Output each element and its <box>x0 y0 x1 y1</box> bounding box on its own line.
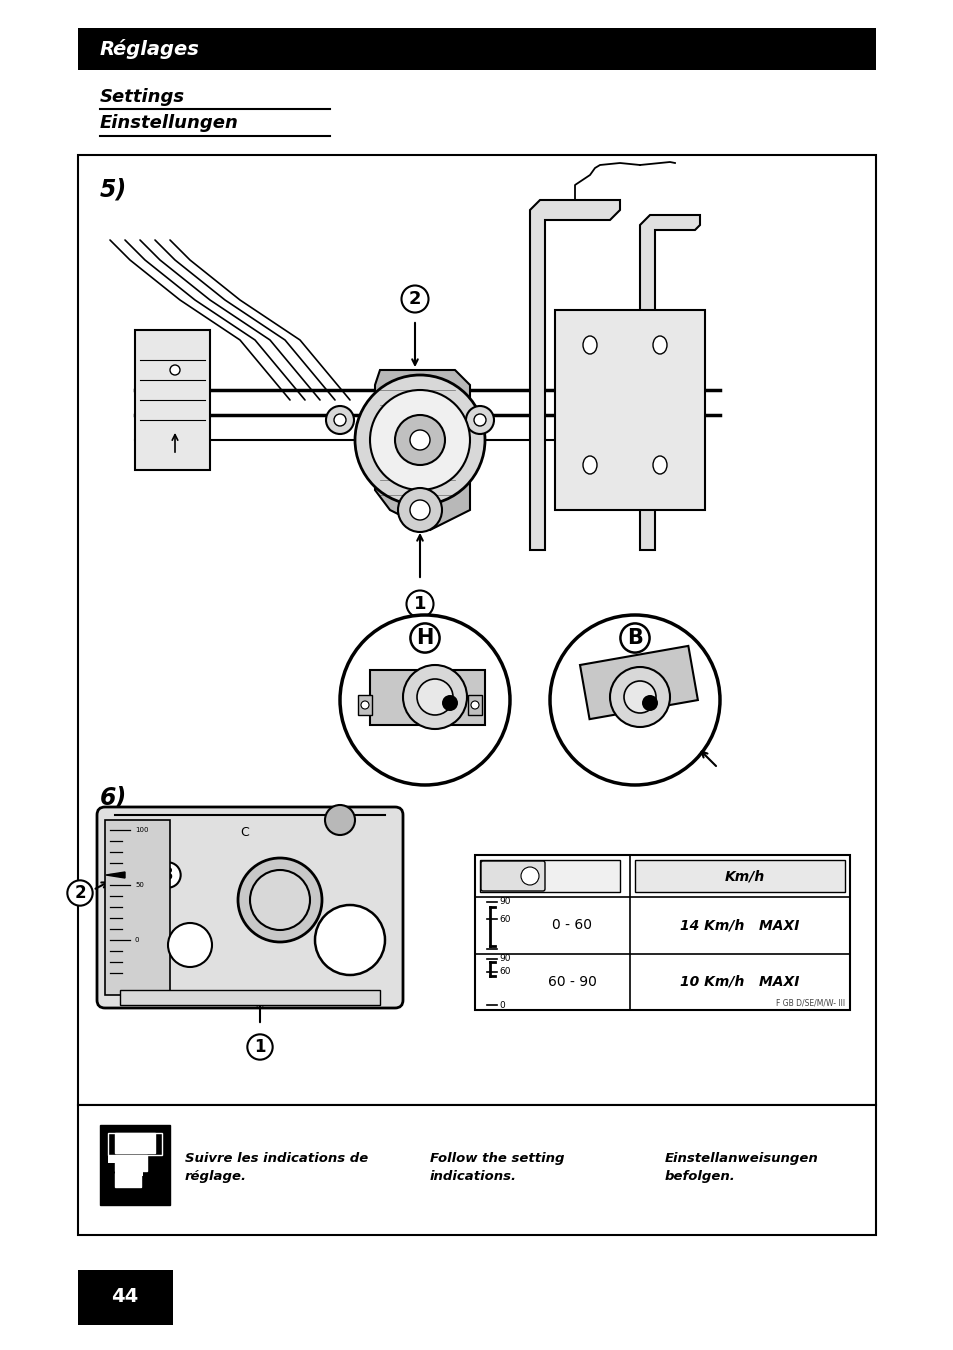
Text: indications.: indications. <box>430 1170 517 1183</box>
Bar <box>78 155 875 1106</box>
Bar <box>115 1133 154 1153</box>
Bar <box>100 1125 170 1206</box>
Bar <box>122 1180 142 1188</box>
Circle shape <box>416 679 453 716</box>
Text: 0 - 60: 0 - 60 <box>552 918 592 933</box>
Text: Einstellanweisungen: Einstellanweisungen <box>664 1152 818 1165</box>
Circle shape <box>395 414 444 464</box>
Bar <box>115 1173 141 1187</box>
Bar <box>135 329 210 470</box>
Text: 2: 2 <box>74 884 86 902</box>
Text: réglage.: réglage. <box>185 1170 247 1183</box>
Text: 44: 44 <box>112 1288 138 1307</box>
Circle shape <box>355 375 484 505</box>
Bar <box>635 860 844 892</box>
Circle shape <box>520 867 538 886</box>
Text: 0: 0 <box>498 1000 504 1010</box>
Bar <box>108 1133 162 1156</box>
Text: 1: 1 <box>254 1038 266 1056</box>
Polygon shape <box>106 872 125 878</box>
Circle shape <box>641 695 658 711</box>
Text: 90: 90 <box>498 954 510 963</box>
Ellipse shape <box>652 456 666 474</box>
Ellipse shape <box>652 336 666 354</box>
Text: befolgen.: befolgen. <box>664 1170 735 1183</box>
Text: 14 Km/h   MAXI: 14 Km/h MAXI <box>679 918 799 933</box>
Text: 50: 50 <box>135 882 144 888</box>
Bar <box>115 1156 147 1170</box>
Polygon shape <box>530 200 619 549</box>
Bar <box>78 1270 172 1324</box>
Text: 60: 60 <box>498 967 510 976</box>
Circle shape <box>397 487 441 532</box>
Circle shape <box>250 869 310 930</box>
Circle shape <box>339 616 510 784</box>
Text: H: H <box>416 628 434 648</box>
Bar <box>479 860 619 892</box>
Text: C: C <box>240 826 249 840</box>
Text: 1: 1 <box>414 595 426 613</box>
Text: Suivre les indications de: Suivre les indications de <box>185 1152 368 1165</box>
Bar <box>468 695 481 716</box>
Ellipse shape <box>582 336 597 354</box>
Ellipse shape <box>582 456 597 474</box>
Bar <box>120 990 379 1004</box>
Text: 60: 60 <box>498 914 510 923</box>
Text: 2: 2 <box>408 290 421 308</box>
Circle shape <box>326 406 354 433</box>
Text: 3: 3 <box>162 865 173 884</box>
Polygon shape <box>639 215 700 549</box>
Text: B: B <box>626 628 642 648</box>
Circle shape <box>410 431 430 450</box>
Polygon shape <box>375 370 470 531</box>
Circle shape <box>360 701 369 709</box>
Bar <box>555 310 704 510</box>
Text: 10 Km/h   MAXI: 10 Km/h MAXI <box>679 975 799 988</box>
Text: F GB D/SE/M/W- III: F GB D/SE/M/W- III <box>775 998 844 1007</box>
Circle shape <box>474 414 485 427</box>
Circle shape <box>410 500 430 520</box>
Bar <box>370 670 484 725</box>
Bar <box>357 695 372 716</box>
Text: Réglages: Réglages <box>100 39 200 59</box>
Circle shape <box>325 805 355 836</box>
Bar <box>78 28 875 70</box>
Circle shape <box>623 680 656 713</box>
FancyBboxPatch shape <box>480 861 544 891</box>
Circle shape <box>609 667 669 728</box>
Circle shape <box>314 904 385 975</box>
Circle shape <box>465 406 494 433</box>
Circle shape <box>441 695 457 711</box>
Circle shape <box>237 859 322 942</box>
Text: 100: 100 <box>135 828 149 833</box>
Circle shape <box>170 364 180 375</box>
Text: Follow the setting: Follow the setting <box>430 1152 564 1165</box>
Bar <box>115 1168 143 1176</box>
Circle shape <box>402 666 467 729</box>
Text: 5): 5) <box>100 178 127 202</box>
Text: 0: 0 <box>135 937 139 944</box>
Circle shape <box>550 616 720 784</box>
Circle shape <box>168 923 212 967</box>
Bar <box>78 1106 875 1235</box>
Bar <box>105 819 170 995</box>
Text: Km/h: Km/h <box>724 869 764 883</box>
Text: 90: 90 <box>498 898 510 906</box>
Bar <box>108 1153 143 1162</box>
Bar <box>108 1133 143 1147</box>
Text: Settings: Settings <box>100 88 185 107</box>
Text: 6): 6) <box>100 784 127 809</box>
Text: Einstellungen: Einstellungen <box>100 113 238 132</box>
Circle shape <box>334 414 346 427</box>
Circle shape <box>370 390 470 490</box>
FancyBboxPatch shape <box>97 807 402 1008</box>
Bar <box>475 855 849 1010</box>
Text: 60 - 90: 60 - 90 <box>547 975 596 988</box>
Circle shape <box>471 701 478 709</box>
Bar <box>579 645 698 720</box>
